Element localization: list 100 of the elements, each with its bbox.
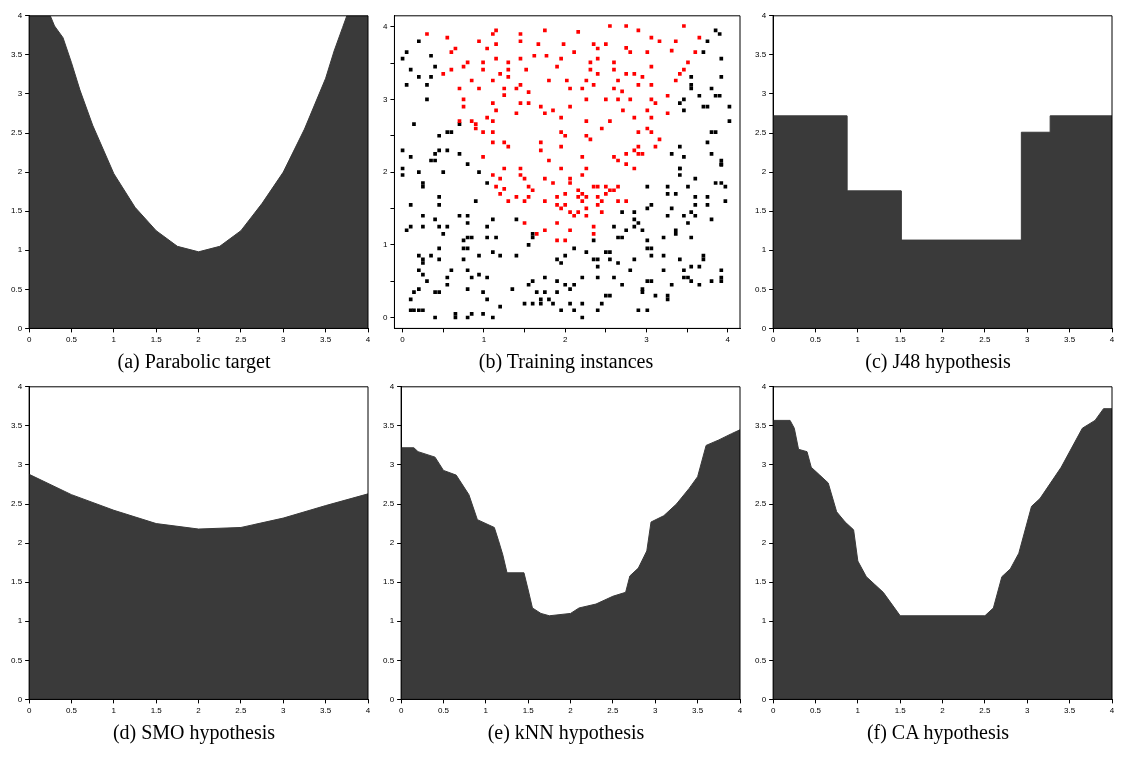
x-tick-label: 0: [770, 706, 776, 716]
x-tick-label: 2: [562, 335, 568, 345]
x-tick-label: 4: [365, 335, 371, 345]
y-tick-label: 0.5: [11, 284, 23, 294]
x-tick-label: 2: [196, 706, 202, 716]
x-tick-label: 2.5: [979, 706, 992, 716]
x-tick-label: 3.5: [1064, 706, 1076, 716]
text: (b) Training instances: [477, 350, 655, 373]
y-tick-label: 2: [383, 167, 388, 177]
y-tick-label: 0: [17, 323, 23, 333]
x-tick-label: 2.5: [235, 335, 248, 345]
x-tick-label: 1.5: [150, 706, 163, 716]
y-tick-label: 1: [17, 616, 23, 626]
y-tick-label: 3.5: [11, 421, 23, 431]
x-tick-label: 3: [1025, 335, 1031, 345]
y-tick-label: 3: [17, 460, 23, 470]
y-tick-label: 4: [761, 11, 767, 20]
y-tick-label: 3: [761, 460, 767, 470]
text: (e) kNN hypothesis: [486, 721, 646, 744]
text: (c) J48 hypothesis: [864, 350, 1012, 373]
y-tick-label: 2: [17, 167, 23, 177]
y-tick-label: 0: [389, 694, 395, 704]
y-tick-label: 1: [761, 245, 767, 255]
x-tick-label: 3: [281, 706, 287, 716]
x-tick-label: 4: [1109, 335, 1115, 345]
x-tick-label: 0.5: [809, 335, 822, 345]
y-tick-label: 1.5: [383, 577, 395, 587]
x-tick-label: 2: [196, 335, 202, 345]
y-tick-label: 1.5: [755, 206, 767, 216]
x-tick-label: 3: [653, 706, 659, 716]
x-tick-label: 1.5: [894, 335, 907, 345]
y-tick-label: 3: [383, 94, 388, 104]
y-tick-label: 1: [761, 616, 767, 626]
y-tick-label: 4: [383, 21, 388, 31]
y-tick-label: 4: [389, 382, 395, 391]
x-tick-label: 0.5: [809, 706, 822, 716]
y-tick-label: 2: [17, 538, 23, 548]
y-tick-label: 1: [17, 245, 23, 255]
x-tick-label: 0: [26, 706, 32, 716]
x-tick-label: 2: [568, 706, 574, 716]
y-tick-label: 3.5: [755, 421, 767, 431]
x-tick-label: 2.5: [235, 706, 248, 716]
x-tick-label: 3.5: [320, 335, 332, 345]
x-tick-label: 1: [855, 335, 861, 345]
x-tick-label: 3: [281, 335, 287, 345]
y-tick-label: 3: [761, 89, 767, 99]
y-tick-label: 2: [761, 167, 767, 177]
y-tick-label: 4: [17, 11, 23, 20]
x-tick-label: 0: [400, 335, 406, 345]
x-tick-label: 4: [1109, 706, 1115, 716]
x-tick-label: 2: [940, 335, 946, 345]
x-tick-label: 0: [26, 335, 32, 345]
x-tick-label: 4: [365, 706, 371, 716]
text: (f) CA hypothesis: [865, 721, 1011, 744]
y-tick-label: 0.5: [11, 655, 23, 665]
x-tick-label: 2.5: [607, 706, 620, 716]
y-tick-label: 0.5: [755, 284, 767, 294]
x-tick-label: 3: [644, 335, 650, 345]
y-tick-label: 4: [17, 382, 23, 391]
y-tick-label: 2: [389, 538, 395, 548]
y-tick-label: 3: [17, 89, 23, 99]
x-tick-label: 1: [111, 706, 117, 716]
y-tick-label: 0: [761, 694, 767, 704]
y-tick-label: 0.5: [383, 655, 395, 665]
y-tick-label: 1: [383, 240, 388, 249]
x-tick-label: 1: [483, 706, 489, 716]
x-tick-label: 2: [940, 706, 946, 716]
y-tick-label: 2.5: [11, 499, 23, 509]
y-tick-label: 1.5: [755, 577, 767, 587]
x-tick-label: 3.5: [692, 706, 704, 716]
x-tick-label: 1: [111, 335, 117, 345]
x-tick-label: 1.5: [894, 706, 907, 716]
x-tick-label: 3.5: [1064, 335, 1076, 345]
y-tick-label: 3.5: [11, 50, 23, 60]
y-tick-label: 2.5: [11, 128, 23, 138]
y-tick-label: 2.5: [755, 128, 767, 138]
y-tick-label: 0: [761, 323, 767, 333]
y-tick-label: 0: [383, 312, 388, 322]
x-tick-label: 1: [481, 335, 487, 345]
x-tick-label: 2.5: [979, 335, 992, 345]
y-tick-label: 2: [761, 538, 767, 548]
x-tick-label: 0: [398, 706, 404, 716]
x-tick-label: 0.5: [437, 706, 450, 716]
y-tick-label: 3.5: [755, 50, 767, 60]
text: (d) SMO hypothesis: [111, 721, 277, 744]
x-tick-label: 0.5: [65, 335, 78, 345]
x-tick-label: 3: [1025, 706, 1031, 716]
y-tick-label: 4: [761, 382, 767, 391]
y-tick-label: 2.5: [755, 499, 767, 509]
x-tick-label: 1: [855, 706, 861, 716]
x-tick-label: 3.5: [320, 706, 332, 716]
text: (a) Parabolic target: [116, 350, 272, 373]
x-tick-label: 4: [725, 335, 731, 345]
x-tick-label: 0.5: [65, 706, 78, 716]
x-tick-label: 1.5: [522, 706, 535, 716]
y-tick-label: 0.5: [755, 655, 767, 665]
y-tick-label: 1.5: [11, 206, 23, 216]
y-tick-label: 0: [17, 694, 23, 704]
y-tick-label: 3.5: [383, 421, 395, 431]
x-tick-label: 0: [770, 335, 776, 345]
